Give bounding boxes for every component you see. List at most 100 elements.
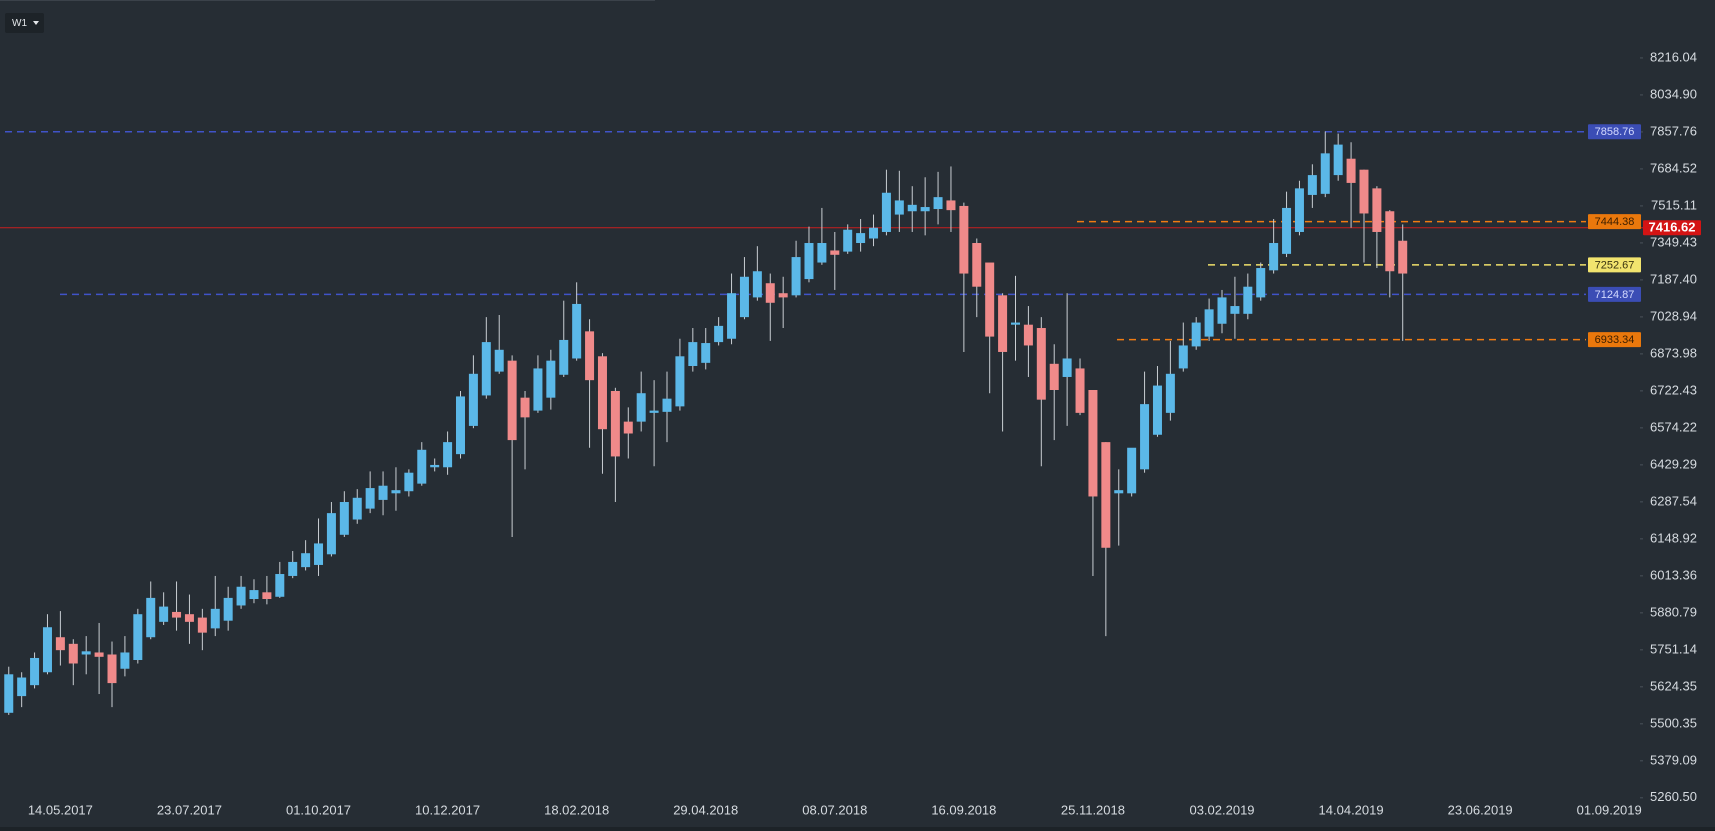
candle-body — [468, 373, 478, 426]
x-tick-label: 10.12.2017 — [415, 802, 480, 817]
candle-body — [275, 574, 285, 597]
candle-body — [1114, 490, 1124, 494]
candle-body — [391, 490, 401, 494]
candle-body — [1140, 404, 1150, 470]
candle-body — [1398, 240, 1408, 274]
candle-body — [378, 485, 388, 500]
x-tick-label: 01.10.2017 — [286, 802, 351, 817]
candle-body — [494, 349, 504, 372]
timeframe-label[interactable]: W1 — [12, 18, 27, 29]
candle-body — [172, 611, 182, 618]
y-tick-label: 6013.36 — [1650, 567, 1697, 582]
y-tick-label: 5624.35 — [1650, 678, 1697, 693]
candle-body — [675, 356, 685, 407]
y-tick-label: 5379.09 — [1650, 752, 1697, 767]
x-tick-label: 29.04.2018 — [673, 802, 738, 817]
candle-body — [739, 276, 749, 318]
y-tick-label: 6722.43 — [1650, 382, 1697, 397]
candle-body — [120, 652, 130, 669]
candle-body — [1036, 328, 1046, 400]
level-label-box — [1588, 286, 1641, 302]
candle-body — [559, 339, 569, 375]
candle-body — [856, 233, 866, 244]
candle-body — [55, 637, 65, 651]
candle-body — [68, 643, 78, 664]
x-tick-label: 08.07.2018 — [802, 802, 867, 817]
y-tick-label: 5500.35 — [1650, 715, 1697, 730]
candle-body — [159, 606, 169, 622]
candle-body — [1152, 385, 1162, 435]
candle-body — [585, 331, 595, 381]
candle-body — [533, 368, 543, 411]
y-tick-label: 5260.50 — [1650, 789, 1697, 804]
candle-body — [972, 243, 982, 287]
candle-body — [30, 657, 40, 686]
candle-body — [210, 608, 220, 629]
candle-body — [649, 410, 659, 413]
candle-body — [946, 200, 956, 211]
candle-body — [1294, 188, 1304, 232]
candle-body — [17, 677, 27, 697]
x-tick-label: 18.02.2018 — [544, 802, 609, 817]
y-tick-label: 7684.52 — [1650, 160, 1697, 175]
candle-body — [430, 464, 440, 468]
level-label: 7444.38 — [1595, 216, 1635, 228]
candle-body — [1088, 390, 1098, 497]
dropdown-caret[interactable] — [33, 21, 39, 25]
candle-body — [1165, 373, 1175, 413]
x-tick-label: 14.05.2017 — [28, 802, 93, 817]
candle-body — [197, 617, 207, 633]
timeframe-button[interactable]: W1 — [5, 13, 44, 33]
candle-body — [959, 205, 969, 274]
candle-body — [1049, 363, 1059, 391]
candle-body — [714, 325, 724, 343]
candle-body — [546, 360, 556, 398]
level-label: 7416.62 — [1649, 220, 1696, 235]
candle-body — [752, 271, 762, 298]
candle-body — [1062, 358, 1072, 377]
candle-body — [1243, 286, 1253, 314]
candle-body — [81, 651, 91, 655]
candle-body — [869, 227, 879, 239]
candle-body — [688, 342, 698, 366]
candle-body — [907, 204, 917, 212]
x-tick-label: 01.09.2019 — [1577, 802, 1642, 817]
x-tick-label: 25.11.2018 — [1061, 802, 1125, 817]
y-tick-label: 5880.79 — [1650, 604, 1697, 619]
candle-body — [623, 421, 633, 434]
candle-body — [830, 250, 840, 255]
candle-body — [262, 592, 272, 600]
candle-body — [1191, 322, 1201, 347]
y-tick-label: 8216.04 — [1650, 49, 1697, 64]
level-label-box — [1588, 332, 1641, 348]
candle-body — [998, 295, 1008, 352]
y-tick-label: 6148.92 — [1650, 530, 1697, 545]
candle-body — [301, 553, 311, 568]
candle-body — [236, 586, 246, 606]
candle-body — [1359, 169, 1369, 214]
level-label-box — [1588, 257, 1641, 273]
candle-body — [326, 513, 336, 555]
candle-body — [223, 597, 233, 621]
candle-body — [455, 396, 465, 455]
y-tick-label: 7857.76 — [1650, 123, 1697, 138]
y-tick-label: 7187.40 — [1650, 271, 1697, 286]
level-label: 7858.76 — [1595, 126, 1635, 138]
candle-body — [404, 472, 414, 492]
candle-body — [1256, 268, 1266, 298]
candle-body — [42, 627, 52, 673]
candle-body — [662, 398, 672, 412]
candle-body — [985, 262, 995, 337]
timeframe-box[interactable] — [5, 13, 44, 33]
candle-body — [107, 654, 117, 684]
candle-body — [1023, 324, 1033, 346]
level-label: 6933.34 — [1595, 334, 1635, 346]
candle-body — [804, 243, 814, 280]
candle-body — [778, 293, 788, 298]
bottom-strip — [0, 827, 1715, 831]
candle-body — [765, 283, 775, 303]
y-tick-label: 6429.29 — [1650, 456, 1697, 471]
candle-body — [352, 497, 362, 520]
candle-body — [636, 393, 646, 422]
